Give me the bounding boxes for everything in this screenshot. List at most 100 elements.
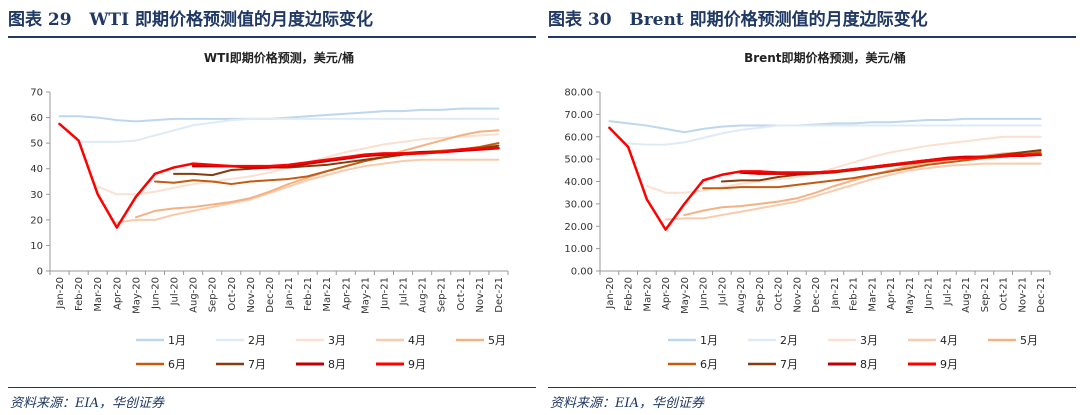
top-rule: [8, 36, 536, 38]
legend-label: 8月: [328, 358, 346, 371]
bottom-rule: [548, 387, 1076, 388]
x-tick-label: Jun-21: [379, 277, 390, 310]
y-tick-label: 10.00: [564, 244, 593, 255]
y-tick-label: 20.00: [564, 222, 593, 233]
legend-label: 3月: [328, 334, 346, 347]
x-tick-label: Dec-20: [811, 277, 822, 313]
x-tick-label: Mar-21: [867, 277, 878, 312]
x-tick-label: Jan-20: [605, 277, 616, 310]
y-tick-label: 60: [30, 113, 43, 124]
series-line: [627, 124, 1042, 146]
legend-label: 5月: [488, 334, 506, 347]
wti-forecast-chart: WTI即期价格预测，美元/桶 0 10 20 30 40 50 60 70 Jan-20 Feb-2…: [30, 50, 509, 371]
x-tick-label: Feb-20: [74, 277, 85, 311]
x-tick-label: Oct-21: [456, 277, 467, 311]
x-tick-label: May-20: [131, 277, 142, 314]
y-tick-label: 30.00: [564, 199, 593, 210]
legend-label: 1月: [700, 334, 718, 347]
legend-label: 6月: [700, 358, 718, 371]
x-tick-label: Jul-20: [717, 277, 728, 306]
x-tick-label: Nov-21: [1017, 277, 1028, 313]
x-tick-label: Sep-20: [755, 277, 766, 312]
x-tick-label: May-20: [680, 277, 691, 314]
x-tick-label: Feb-21: [303, 277, 314, 311]
x-tick-label: Aug-21: [418, 277, 429, 313]
y-tick-label: 0: [37, 267, 43, 278]
legend-label: 4月: [408, 334, 426, 347]
figure-30-label: 图表 30: [548, 10, 612, 30]
x-tick-label: Jul-21: [399, 277, 410, 306]
x-tick-label: Dec-21: [1036, 277, 1047, 313]
x-tick-label: Oct-20: [227, 277, 238, 311]
y-tick-label: 20: [30, 215, 43, 226]
bottom-rule: [8, 387, 536, 388]
legend-label: 1月: [168, 334, 186, 347]
x-tick-label: Apr-20: [112, 277, 123, 310]
x-tick-label: Feb-20: [624, 277, 635, 311]
brent-forecast-chart: Brent即期价格预测，美元/桶 0.00 10.00 20.00 30.00 40.00…: [564, 50, 1051, 371]
x-tick-label: May-21: [360, 277, 371, 314]
figure-29-title: WTI 即期价格预测值的月度边际变化: [89, 10, 373, 30]
x-tick-label: Dec-20: [265, 277, 276, 313]
x-tick-label: Nov-20: [246, 277, 257, 313]
y-tick-label: 40: [30, 164, 43, 175]
legend-label: 8月: [860, 358, 878, 371]
series-line: [77, 117, 500, 143]
legend-label: 7月: [780, 358, 798, 371]
x-tick-label: Mar-20: [642, 277, 653, 312]
series-line: [608, 117, 1042, 134]
series-line: [58, 122, 500, 229]
legend-label: 6月: [168, 358, 186, 371]
figure-30-header: 图表 30 Brent 即期价格预测值的月度边际变化: [548, 6, 1076, 34]
figure-29-header: 图表 29 WTI 即期价格预测值的月度边际变化: [8, 6, 536, 34]
x-tick-label: Oct-21: [999, 277, 1010, 311]
x-tick-label: Jan-21: [284, 277, 295, 310]
x-tick-label: Oct-20: [774, 277, 785, 311]
figure-29-label: 图表 29: [8, 10, 72, 30]
figure-29-source: 资料来源：EIA，华创证券: [10, 396, 165, 411]
legend-label: 3月: [860, 334, 878, 347]
x-tick-label: Feb-21: [849, 277, 860, 311]
series-line: [153, 142, 500, 186]
x-tick-label: Mar-21: [322, 277, 333, 312]
y-tick-label: 50.00: [564, 155, 593, 166]
legend-label: 7月: [248, 358, 266, 371]
x-tick-label: Nov-21: [475, 277, 486, 313]
y-tick-label: 40.00: [564, 177, 593, 188]
y-tick-label: 0.00: [571, 267, 593, 278]
x-tick-label: Aug-21: [961, 277, 972, 313]
y-tick-label: 70.00: [564, 110, 593, 121]
x-tick-label: Jul-21: [942, 277, 953, 306]
x-tick-label: Jun-20: [699, 277, 710, 310]
y-tick-label: 10: [30, 241, 43, 252]
legend-label: 9月: [940, 358, 958, 371]
figure-29-panel: 图表 29 WTI 即期价格预测值的月度边际变化 WTI即期价格预测，美元/桶 0…: [8, 0, 536, 415]
y-tick-label: 80.00: [564, 88, 593, 99]
x-tick-label: Jan-20: [55, 277, 66, 310]
top-rule: [548, 36, 1076, 38]
y-tick-label: 70: [30, 88, 43, 99]
x-tick-label: Jun-20: [150, 277, 161, 310]
x-tick-label: May-21: [905, 277, 916, 314]
x-tick-label: Dec-21: [494, 277, 505, 313]
legend-label: 9月: [408, 358, 426, 371]
series-line: [683, 150, 1042, 217]
legend-label: 4月: [940, 334, 958, 347]
legend-label: 2月: [248, 334, 266, 347]
figure-30-panel: 图表 30 Brent 即期价格预测值的月度边际变化 Brent即期价格预测，美…: [548, 0, 1076, 415]
y-tick-label: 50: [30, 139, 43, 150]
x-tick-label: Sep-20: [208, 277, 219, 312]
x-tick-label: Jul-20: [170, 277, 181, 306]
x-tick-label: Mar-20: [93, 277, 104, 312]
series-line: [608, 126, 1042, 231]
chart-title: WTI即期价格预测，美元/桶: [204, 50, 354, 65]
x-tick-label: Jun-21: [924, 277, 935, 310]
figure-30-source: 资料来源：EIA，华创证券: [550, 396, 705, 411]
x-tick-label: Nov-20: [792, 277, 803, 313]
x-tick-label: Jan-21: [830, 277, 841, 310]
legend-label: 2月: [780, 334, 798, 347]
x-tick-label: Apr-21: [886, 277, 897, 310]
series-line: [664, 162, 1042, 221]
x-tick-label: Aug-20: [736, 277, 747, 313]
series-line: [115, 158, 500, 224]
